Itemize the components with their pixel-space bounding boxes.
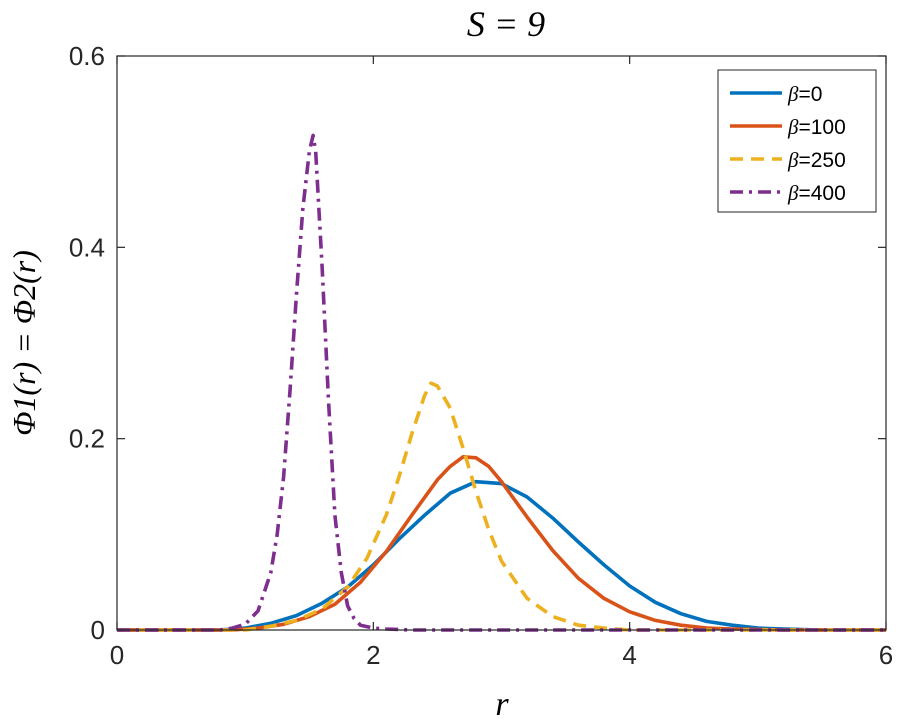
series-layer xyxy=(117,133,886,632)
legend-label-3: β=400 xyxy=(787,181,846,205)
x-tick-label: 6 xyxy=(879,640,893,670)
y-tick-label: 0 xyxy=(91,615,105,645)
chart-title: S = 9 xyxy=(467,4,545,44)
x-tick-label: 2 xyxy=(366,640,380,670)
legend-label-0: β=0 xyxy=(787,82,822,106)
series-line-2 xyxy=(117,381,886,632)
y-tick-label: 0.2 xyxy=(69,424,105,454)
legend: β=0 β=100 β=250 β=400 xyxy=(717,69,877,213)
y-tick-label: 0.4 xyxy=(69,232,105,262)
legend-label-1: β=100 xyxy=(787,115,846,139)
x-tick-label: 0 xyxy=(110,640,124,670)
series-line-1 xyxy=(117,454,886,632)
legend-label-2: β=250 xyxy=(787,148,846,172)
series-line-0 xyxy=(117,479,886,632)
y-axis-label: Φ1(r) = Φ2(r) xyxy=(6,250,42,436)
axes-box xyxy=(116,55,887,631)
y-tick-label: 0.6 xyxy=(69,41,105,71)
legend-items: β=0 β=100 β=250 β=400 xyxy=(730,82,846,205)
series-line-3 xyxy=(117,133,886,632)
tick-layer: 0 2 4 6 0 0.2 0.4 0.6 xyxy=(69,41,893,670)
x-tick-label: 4 xyxy=(622,640,636,670)
x-axis-label: r xyxy=(495,686,509,723)
plot-area: 0 2 4 6 0 0.2 0.4 0.6 xyxy=(69,41,893,670)
